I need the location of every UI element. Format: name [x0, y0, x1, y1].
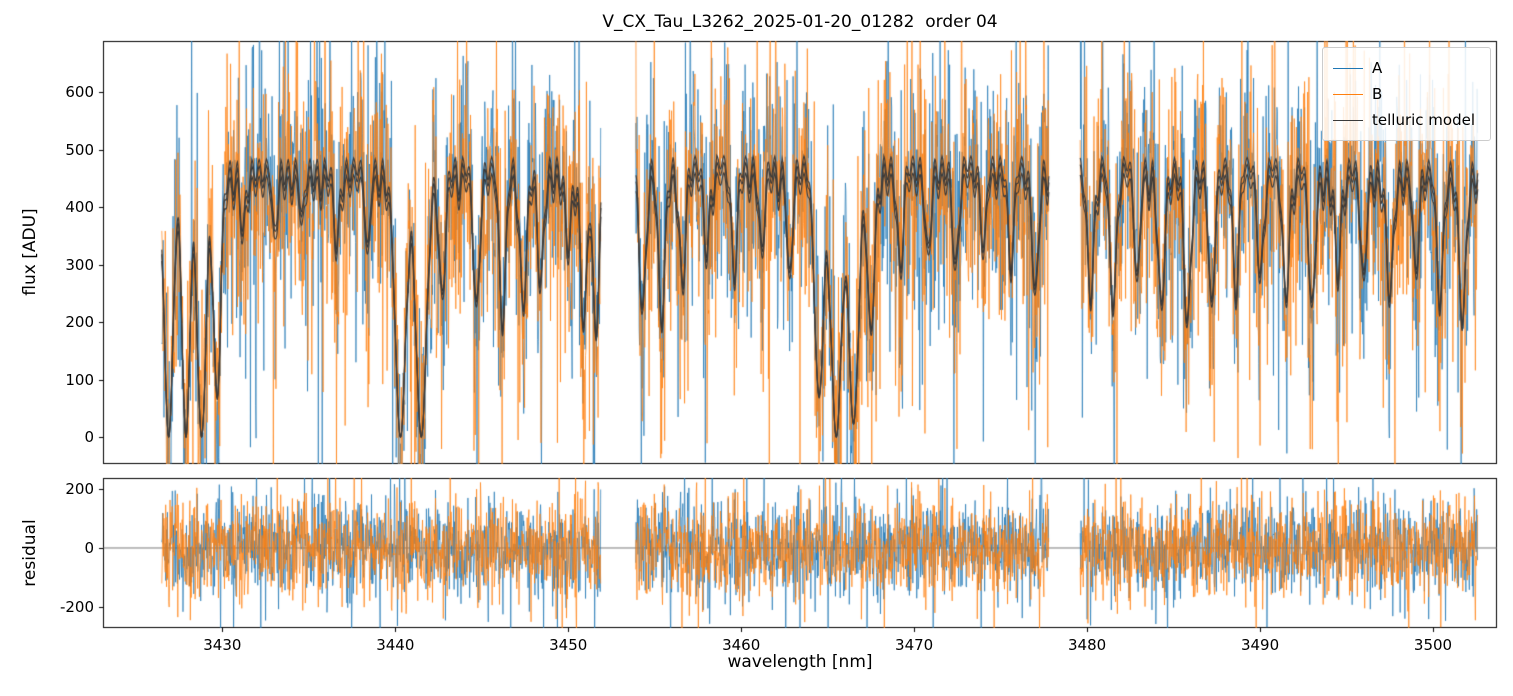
legend-line-sample	[1333, 67, 1363, 69]
y-tick-label-flux: 500	[65, 140, 94, 159]
x-axis-label: wavelength [nm]	[727, 652, 873, 672]
x-tick-label: 3450	[549, 636, 588, 654]
x-tick-label: 3480	[1068, 636, 1107, 654]
x-tick-label: 3470	[895, 636, 934, 654]
x-tick-label: 3500	[1413, 636, 1453, 654]
y-tick-label-flux: 0	[84, 427, 94, 446]
legend-line-sample	[1333, 119, 1363, 121]
y-tick-label-flux: 300	[65, 255, 94, 274]
y-axis-label-residual: residual	[20, 519, 40, 587]
legend-item: telluric model	[1333, 107, 1480, 133]
legend-item: B	[1333, 81, 1480, 107]
y-tick-label-flux: 200	[65, 313, 94, 332]
legend-item-label: A	[1372, 59, 1383, 77]
x-tick-label: 3490	[1240, 636, 1280, 654]
legend-line-sample	[1333, 93, 1363, 95]
chart-title: V_CX_Tau_L3262_2025-01-20_01282 order 04	[602, 12, 998, 32]
x-tick-label: 3430	[203, 636, 242, 654]
y-tick-label-flux: 100	[65, 370, 94, 389]
x-tick-label: 3460	[722, 636, 761, 654]
y-axis-label-flux: flux [ADU]	[20, 208, 40, 296]
y-tick-label-residual: 200	[65, 479, 94, 498]
y-tick-label-residual: -200	[59, 598, 94, 617]
y-tick-label-flux: 400	[65, 198, 94, 217]
x-tick-label: 3440	[376, 636, 415, 654]
legend-item: A	[1333, 55, 1480, 81]
legend-item-label: telluric model	[1372, 111, 1476, 129]
y-tick-label-residual: 0	[84, 538, 94, 557]
legend-item-label: B	[1372, 85, 1383, 103]
y-tick-label-flux: 600	[65, 83, 94, 102]
